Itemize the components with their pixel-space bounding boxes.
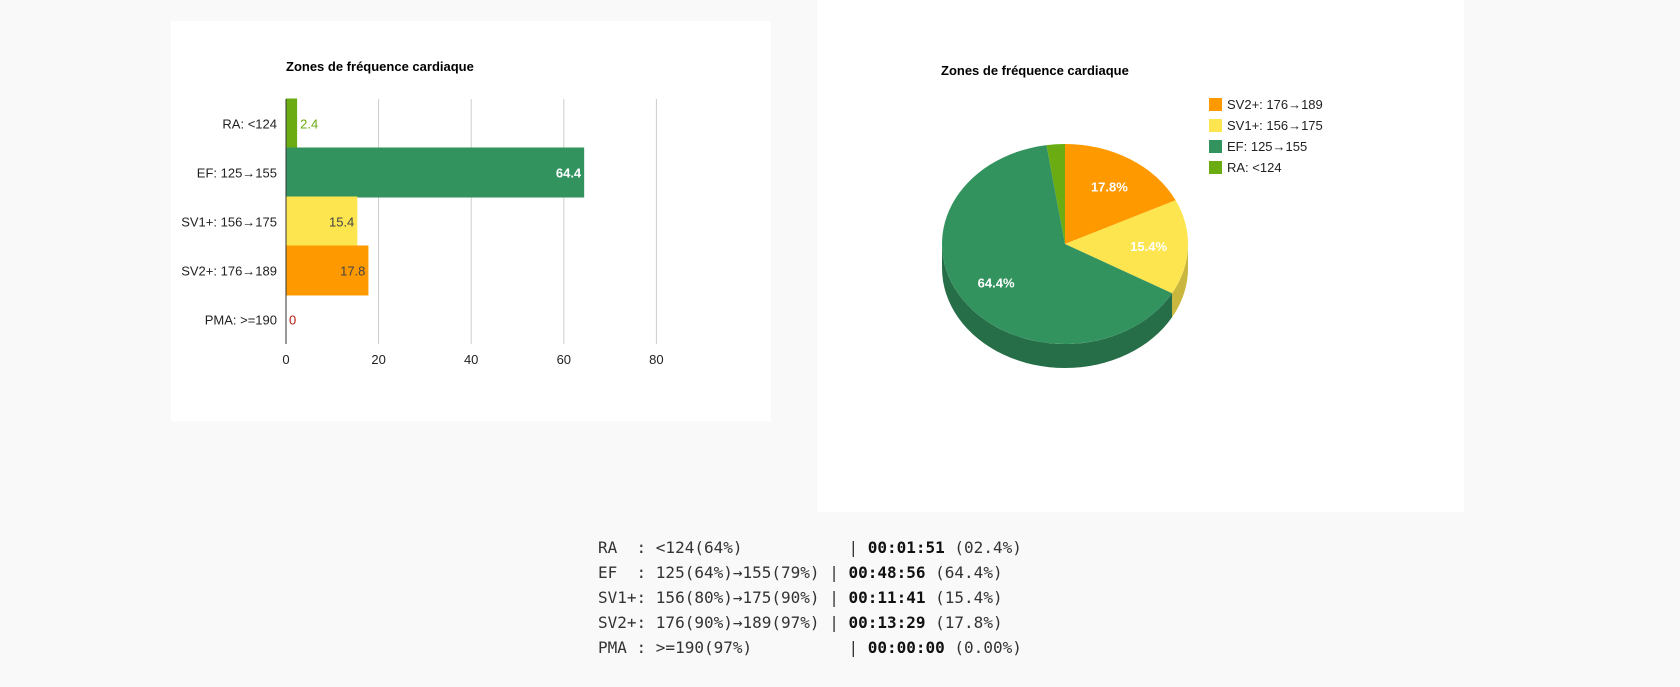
x-tick-label: 40 xyxy=(464,352,478,367)
category-label: SV2+: 176→189 xyxy=(181,264,277,279)
pie-percent-label: 64.4% xyxy=(978,276,1015,291)
bar xyxy=(286,147,585,198)
stats-row: SV2+: 176(90%)→189(97%) | 00:13:29 (17.8… xyxy=(598,610,1022,635)
pie-slice xyxy=(1065,200,1188,294)
stats-percent: (15.4%) xyxy=(925,588,1003,607)
legend-swatch xyxy=(1209,161,1222,174)
legend-label: SV2+: 176→189 xyxy=(1227,97,1323,112)
stats-percent: (17.8%) xyxy=(925,613,1003,632)
bar xyxy=(286,98,298,149)
stats-percent: (02.4%) xyxy=(944,538,1022,557)
pie-chart-panel: Zones de fréquence cardiaque 17.8% 15.4% 6… xyxy=(817,0,1464,512)
stats-row: SV1+: 156(80%)→175(90%) | 00:11:41 (15.4… xyxy=(598,585,1022,610)
stats-row: PMA : >=190(97%) | 00:00:00 (0.00%) xyxy=(598,635,1022,660)
legend-label: SV1+: 156→175 xyxy=(1227,118,1323,133)
bar-value-label: 2.4 xyxy=(300,117,318,132)
x-tick-label: 0 xyxy=(282,352,289,367)
pie-slice xyxy=(1065,144,1176,244)
bar-value-label: 15.4 xyxy=(329,215,354,230)
pie-slice xyxy=(941,145,1173,344)
stats-zone-range: PMA : >=190(97%) | xyxy=(598,638,868,657)
category-label: SV1+: 156→175 xyxy=(181,215,277,230)
stats-zone-range: RA : <124(64%) | xyxy=(598,538,868,557)
x-tick-label: 60 xyxy=(557,352,571,367)
category-label: PMA: >=190 xyxy=(205,313,277,328)
bar xyxy=(286,196,358,247)
bar-chart-title: Zones de fréquence cardiaque xyxy=(286,59,474,74)
stats-time: 00:13:29 xyxy=(848,613,926,632)
pie-percent-label: 15.4% xyxy=(1130,239,1167,254)
pie-percent-label: 17.8% xyxy=(1091,179,1128,194)
bar-chart-panel: Zones de fréquence cardiaque 0 20 40 60 80 RA… xyxy=(171,21,771,421)
stats-time: 00:00:00 xyxy=(867,638,945,657)
x-tick-label: 20 xyxy=(371,352,385,367)
legend-label: EF: 125→155 xyxy=(1227,139,1307,154)
category-label: RA: <124 xyxy=(222,117,277,132)
stats-time: 00:48:56 xyxy=(848,563,926,582)
stats-percent: (0.00%) xyxy=(944,638,1022,657)
pie-chart: Zones de fréquence cardiaque 17.8% 15.4% 6… xyxy=(941,63,1323,368)
bar-value-label: 17.8 xyxy=(340,264,365,279)
stats-zone-range: EF : 125(64%)→155(79%) | xyxy=(598,563,849,582)
bar-value-label: 64.4 xyxy=(556,166,582,181)
bar-chart: Zones de fréquence cardiaque 0 20 40 60 80 RA… xyxy=(181,59,663,367)
legend-swatch xyxy=(1209,119,1222,132)
stats-percent: (64.4%) xyxy=(925,563,1003,582)
legend-swatch xyxy=(1209,140,1222,153)
stats-zone-range: SV1+: 156(80%)→175(90%) | xyxy=(598,588,849,607)
pie-chart-title: Zones de fréquence cardiaque xyxy=(941,63,1129,78)
legend-label: RA: <124 xyxy=(1227,160,1282,175)
x-tick-label: 80 xyxy=(649,352,663,367)
stats-time: 00:01:51 xyxy=(867,538,945,557)
pie-slice-side xyxy=(942,244,1173,368)
stats-time: 00:11:41 xyxy=(848,588,926,607)
stats-row: EF : 125(64%)→155(79%) | 00:48:56 (64.4%… xyxy=(598,560,1022,585)
bar-value-label: 0 xyxy=(289,313,296,328)
bar xyxy=(286,245,369,296)
zone-stats-table: RA : <124(64%) | 00:01:51 (02.4%) EF : 1… xyxy=(598,535,1022,660)
pie-slice xyxy=(1046,144,1065,244)
legend-swatch xyxy=(1209,98,1222,111)
category-label: EF: 125→155 xyxy=(197,166,277,181)
stats-zone-range: SV2+: 176(90%)→189(97%) | xyxy=(598,613,849,632)
pie-slice-side xyxy=(1172,244,1188,318)
stats-row: RA : <124(64%) | 00:01:51 (02.4%) xyxy=(598,535,1022,560)
